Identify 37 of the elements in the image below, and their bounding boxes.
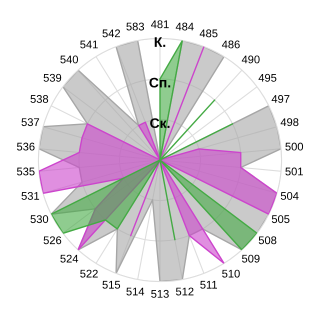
spoke-label: 508 bbox=[258, 236, 276, 244]
spoke-label: 498 bbox=[280, 118, 298, 126]
spoke-label: 524 bbox=[60, 254, 78, 263]
spoke-label: 531 bbox=[22, 192, 40, 200]
spoke-label: 509 bbox=[242, 254, 260, 263]
spoke-label: 539 bbox=[44, 74, 62, 82]
spoke-label: 484 bbox=[176, 22, 194, 30]
spoke-label: 481 bbox=[150, 20, 169, 28]
y-tick-label: Ск. bbox=[150, 118, 170, 128]
spoke-label: 497 bbox=[272, 95, 290, 103]
spoke-label: 505 bbox=[272, 215, 290, 224]
spoke-label: 583 bbox=[126, 22, 144, 30]
spoke-label: 500 bbox=[285, 142, 304, 151]
spoke-label: 540 bbox=[60, 56, 78, 64]
spoke-label: 501 bbox=[285, 168, 303, 176]
spoke-label: 530 bbox=[30, 215, 48, 224]
spoke-label: 535 bbox=[16, 168, 35, 176]
y-tick-label: К. bbox=[154, 37, 166, 47]
spoke-label: 513 bbox=[151, 290, 169, 298]
spoke-label: 495 bbox=[258, 74, 276, 82]
spoke-label: 537 bbox=[22, 118, 40, 126]
spoke-label: 536 bbox=[16, 142, 35, 151]
spoke-label: 510 bbox=[222, 270, 240, 278]
spoke-label: 486 bbox=[222, 40, 240, 48]
spoke-label: 490 bbox=[242, 56, 260, 64]
y-tick-label: Сп. bbox=[149, 78, 170, 88]
spoke-label: 538 bbox=[30, 95, 48, 103]
spoke-label: 541 bbox=[80, 40, 98, 48]
spoke-label: 515 bbox=[102, 280, 120, 289]
spoke-label: 485 bbox=[200, 29, 218, 38]
spoke-label: 522 bbox=[80, 270, 98, 278]
spoke-label: 514 bbox=[126, 288, 144, 296]
spoke-label: 504 bbox=[280, 192, 299, 200]
spoke-label: 512 bbox=[176, 288, 194, 296]
spoke-label: 511 bbox=[200, 280, 218, 289]
spoke-label: 542 bbox=[102, 29, 120, 38]
spoke-label: 526 bbox=[44, 236, 62, 244]
